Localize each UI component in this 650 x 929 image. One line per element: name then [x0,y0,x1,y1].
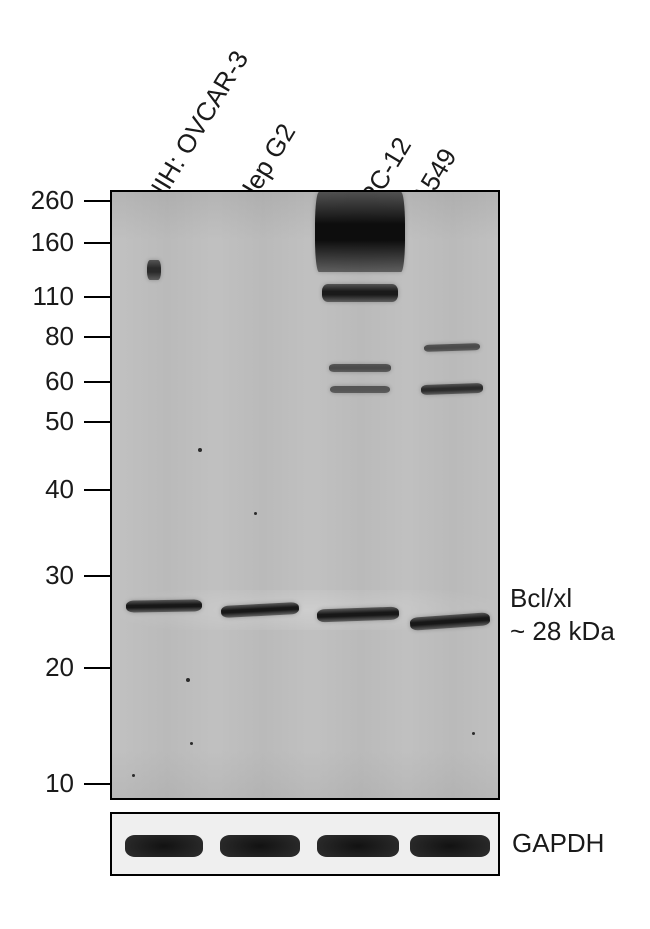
marker-tick [84,336,110,338]
marker-tick [84,296,110,298]
blot-band [315,192,405,272]
blot-band [322,284,398,302]
marker-label: 260 [14,185,74,216]
marker-tick [84,489,110,491]
marker-label: 80 [14,321,74,352]
speck [254,512,257,515]
blot-band [147,260,161,280]
marker-label: 20 [14,652,74,683]
marker-tick [84,421,110,423]
speck [186,678,190,682]
marker-label: 40 [14,474,74,505]
lane-shade [316,192,406,798]
marker-label: 110 [14,281,74,312]
marker-tick [84,200,110,202]
marker-label: 160 [14,227,74,258]
blot-band [330,386,390,393]
loading-band [317,835,399,857]
speck [472,732,475,735]
marker-label: 60 [14,366,74,397]
blot-band [329,364,391,372]
marker-tick [84,667,110,669]
main-blot [110,190,500,800]
loading-band [410,835,490,857]
loading-control-blot [110,812,500,876]
loading-band [125,835,203,857]
speck [190,742,193,745]
lane-shade [218,192,308,798]
blot-band [126,599,202,612]
target-mw: ~ 28 kDa [510,615,615,648]
marker-tick [84,381,110,383]
speck [198,448,202,452]
loading-control-label: GAPDH [512,828,604,859]
marker-tick [84,783,110,785]
loading-band [220,835,300,857]
speck [132,774,135,777]
marker-label: 30 [14,560,74,591]
marker-tick [84,242,110,244]
marker-label: 10 [14,768,74,799]
western-blot-figure: 26016011080605040302010 NIH: OVCAR-3Hep … [0,0,650,929]
target-name: Bcl/xl [510,582,615,615]
lane-shade [408,192,498,798]
lane-shade [122,192,212,798]
target-label: Bcl/xl ~ 28 kDa [510,582,615,647]
marker-tick [84,575,110,577]
marker-label: 50 [14,406,74,437]
